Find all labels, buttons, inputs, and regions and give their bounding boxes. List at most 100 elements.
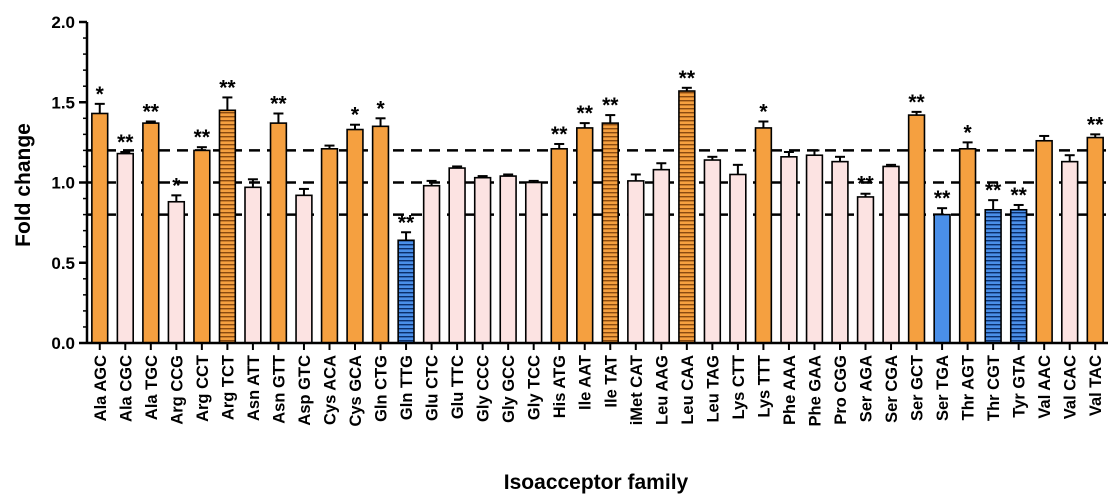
x-axis: Ala AGC Ala CGC Ala TGC Arg CCG Arg CCT Arg T… [87,341,1108,427]
x-tick-label: Asn GTT [270,355,288,424]
x-tick-label: Asp GTC [296,355,314,426]
bar-group: ** [856,173,875,344]
significance-label: ** [270,92,287,115]
bar-group: ** [933,187,951,344]
y-tick-label: 0.5 [51,254,75,273]
y-axis-title: Fold change [12,123,35,247]
significance-label: ** [934,187,951,210]
bar [142,122,160,344]
bar [652,168,671,344]
bar-group: ** [269,92,287,344]
x-tick-label: Ala TGC [143,355,161,420]
bar-group: ** [1009,184,1028,344]
bar [933,213,951,344]
bar-group [831,155,849,344]
x-tick-label: Glu TTC [449,355,467,419]
significance-label: ** [985,179,1002,202]
bar-group [422,179,441,344]
bar [91,112,109,344]
bar [882,165,900,344]
bar-group: ** [550,123,568,344]
bar-group [703,155,722,344]
bar-group: ** [218,76,237,344]
significance-label: ** [194,126,211,149]
bar [576,127,594,344]
x-tick-label: Leu CAA [679,355,697,425]
significance-label: ** [857,173,874,196]
y-tick-label: 1.5 [51,93,75,112]
x-tick-label: Gln CTG [373,355,391,422]
x-tick-label: Ala AGC [92,355,110,421]
x-tick-label: Tyr GTA [1011,355,1029,418]
x-tick-label: Ala CGC [117,355,135,422]
bar-group [652,162,671,344]
bar [627,180,645,344]
bar [167,200,186,344]
x-tick-label: Arg CCG [168,355,186,425]
x-tick-label: Glu CTC [424,355,442,421]
significance-label: ** [679,67,696,90]
significance-label: * [376,97,385,120]
significance-label: ** [117,131,134,154]
significance-label: ** [398,211,415,234]
bar [448,167,466,344]
bar [218,109,237,344]
bar-group [499,173,517,344]
bar-group [1035,134,1053,344]
x-tick-label: Phe AAA [781,355,799,425]
y-tick-label: 1.0 [51,174,75,193]
bar [193,149,211,344]
x-tick-label: Gln TTG [398,355,416,420]
significance-label: ** [1010,184,1027,207]
bar [422,184,441,344]
y-axis: 0.0 0.5 1.0 1.5 2.0 [51,13,89,353]
x-tick-label: Ser TGA [934,355,952,421]
bar-group: ** [116,131,135,344]
x-tick-label: Ile AAT [577,355,595,410]
bar [907,114,926,344]
significance-label: * [964,121,973,144]
significance-label: * [96,83,105,106]
bar [831,160,849,344]
x-tick-label: Arg CCT [194,355,212,422]
bar-group [320,144,339,344]
x-tick-label: Gly CCC [475,355,493,422]
bar [499,175,517,344]
bar-group: ** [193,126,211,344]
bar-group: ** [576,102,594,344]
bar [397,239,415,344]
significance-label: * [759,101,768,124]
bar-group: * [167,174,186,344]
bar-group [295,187,313,344]
bar [1086,136,1104,344]
bar [601,122,619,344]
bar [729,173,747,344]
bar [550,147,568,344]
bar-group [244,178,262,344]
bar [805,154,824,344]
x-tick-label: Arg TCT [219,355,237,420]
x-tick-label: Val AAC [1036,355,1054,419]
x-tick-label: Thr CGT [985,355,1003,421]
bar-group [524,179,543,344]
x-tick-label: Ser AGA [858,355,876,422]
bar [244,186,262,344]
bar [116,152,135,344]
significance-label: * [172,174,181,197]
x-tick-label: Thr AGT [960,355,978,420]
bar-group [780,151,798,344]
bar-group: ** [397,211,415,344]
x-tick-label: Gly GCC [500,355,518,423]
bar [958,147,977,344]
bar [754,127,773,344]
bar-group: ** [601,94,619,344]
bar [473,176,492,344]
reference-lines [87,149,1108,216]
x-tick-label: Pro CGG [832,355,850,425]
x-tick-label: Lys TTT [755,355,773,418]
x-tick-label: Ser GCT [909,355,927,421]
bar [678,90,696,344]
x-tick-label: Gly TCC [526,355,544,420]
bar [371,125,390,344]
y-tick-label: 0.0 [51,334,75,353]
